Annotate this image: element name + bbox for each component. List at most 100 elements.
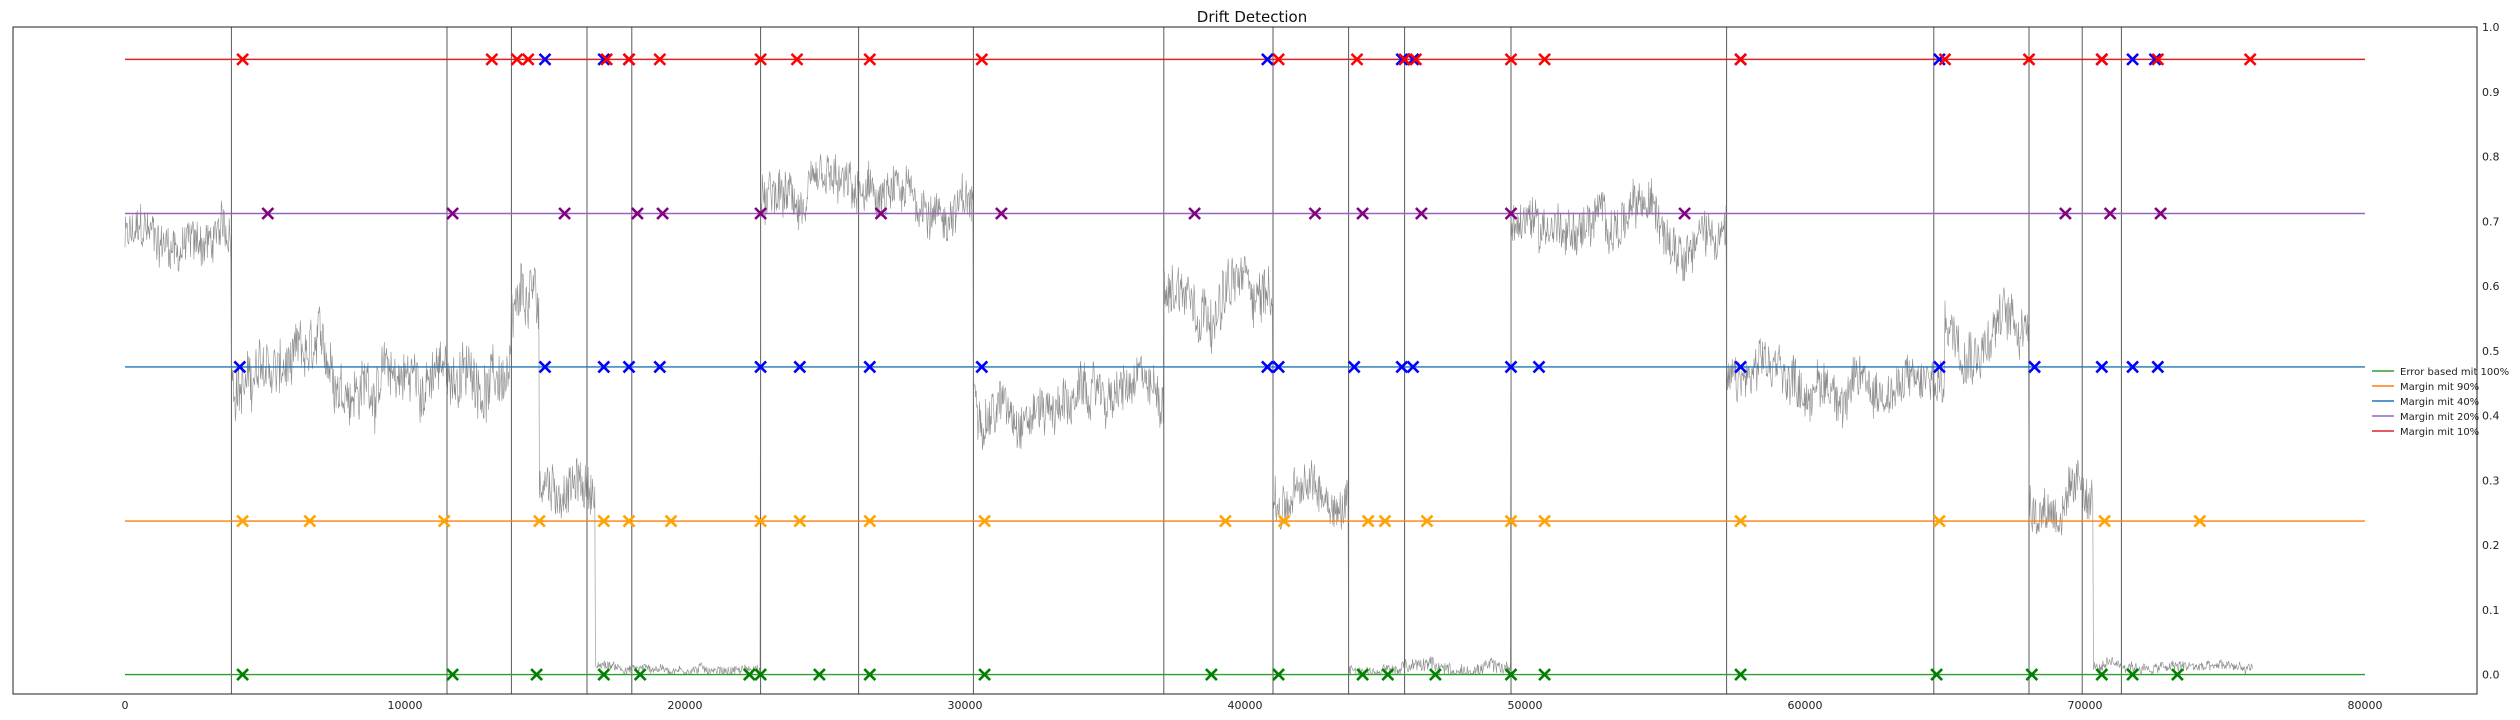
marker-3-3 — [630, 207, 644, 220]
marker-2-15 — [1532, 360, 1546, 374]
marker-2-11 — [1347, 360, 1361, 374]
series-lines — [125, 58, 2365, 676]
marker-0-1 — [446, 668, 460, 681]
marker-0-19 — [2025, 668, 2039, 681]
marker-0-14 — [1428, 668, 1442, 681]
marker-3-13 — [1678, 207, 1692, 220]
marker-4-21 — [2151, 52, 2165, 66]
marker-3-7 — [994, 207, 1008, 220]
marker-0-3 — [597, 668, 611, 681]
marker-2-19 — [2095, 360, 2109, 374]
marker-1-17 — [1538, 514, 1552, 528]
x-tick-label-0: 0 — [122, 699, 129, 712]
marker-0-9 — [978, 668, 992, 681]
marker-3-15 — [2103, 207, 2117, 220]
marker-0-22 — [2170, 668, 2184, 681]
marker-0-8 — [863, 668, 877, 681]
x-tick-label-1: 10000 — [388, 699, 423, 712]
marker-4-12 — [1350, 52, 1364, 66]
marker-1-13 — [1361, 514, 1375, 528]
chart-title: Drift Detection — [1197, 8, 1307, 26]
marker-1-10 — [978, 514, 992, 528]
marker-4-15 — [1504, 52, 1518, 66]
marker-4-5 — [622, 52, 636, 66]
marker-1-14 — [1378, 514, 1392, 528]
y-tick-label-0: 0.0 — [2482, 669, 2500, 682]
marker-4-b9 — [2126, 52, 2140, 66]
marker-3-12 — [1504, 207, 1518, 220]
marker-4-17 — [1734, 52, 1748, 66]
marker-2-14 — [1504, 360, 1518, 374]
x-tick-label-6: 60000 — [1788, 699, 1823, 712]
marker-1-20 — [2098, 514, 2112, 528]
marker-2-13 — [1406, 360, 1420, 374]
x-tick-label-8: 80000 — [2348, 699, 2383, 712]
marker-3-14 — [2058, 207, 2072, 220]
y-tick-label-5: 0.5 — [2482, 345, 2500, 358]
marker-1-2 — [437, 514, 451, 528]
legend-label-2: Margin mit 40% — [2400, 397, 2479, 408]
plot-frame — [12, 26, 2478, 695]
x-tick-label-5: 50000 — [1508, 699, 1543, 712]
marker-4-19 — [2022, 52, 2036, 66]
marker-4-1 — [485, 52, 499, 66]
marker-4-3 — [521, 52, 535, 66]
signal-path — [124, 154, 2253, 676]
marker-4-11 — [1272, 52, 1286, 66]
marker-1-5 — [622, 514, 636, 528]
marker-4-b4 — [1395, 52, 1409, 66]
x-tick-label-2: 20000 — [668, 699, 703, 712]
marker-0-5 — [742, 668, 756, 681]
marker-1-12 — [1277, 514, 1291, 528]
marker-1-3 — [532, 514, 546, 528]
y-axis: 0.0 0.1 0.2 0.3 0.4 0.5 0.6 0.7 0.8 0.9 1.0 — [2482, 21, 2500, 682]
marker-2-0 — [233, 360, 247, 374]
y-tick-label-2: 0.2 — [2482, 539, 2500, 552]
marker-2-5 — [754, 360, 768, 374]
marker-4-16 — [1538, 52, 1552, 66]
marker-0-12 — [1356, 668, 1370, 681]
marker-0-16 — [1538, 668, 1552, 681]
marker-1-4 — [597, 514, 611, 528]
legend-label-0: Error based mit 100% — [2400, 367, 2509, 378]
marker-0-0 — [236, 668, 250, 681]
marker-4-6 — [653, 52, 667, 66]
marker-4-9 — [863, 52, 877, 66]
marker-4-18 — [1938, 52, 1952, 66]
y-tick-label-1: 0.1 — [2482, 604, 2500, 617]
marker-0-4 — [633, 668, 647, 681]
marker-3-16 — [2154, 207, 2168, 220]
marker-3-2 — [558, 207, 572, 220]
marker-1-6 — [664, 514, 678, 528]
x-axis: 0 10000 20000 30000 40000 50000 60000 70000 8000… — [122, 699, 2383, 712]
marker-1-1 — [303, 514, 317, 528]
legend: Error based mit 100% Margin mit 90% Margin… — [2372, 367, 2509, 438]
marker-2-7 — [863, 360, 877, 374]
marker-2-20 — [2126, 360, 2140, 374]
marker-2-9 — [1260, 360, 1274, 374]
marker-4-b1 — [597, 52, 611, 66]
marker-2-1 — [538, 360, 552, 374]
marker-4-b3 — [1260, 52, 1274, 66]
marker-0-17 — [1734, 668, 1748, 681]
marker-1-9 — [863, 514, 877, 528]
marker-1-0 — [236, 514, 250, 528]
marker-4-4 — [600, 52, 614, 66]
marker-4-b0 — [538, 52, 552, 66]
y-tick-label-3: 0.3 — [2482, 474, 2500, 487]
marker-2-8 — [975, 360, 989, 374]
marker-1-16 — [1504, 514, 1518, 528]
marker-0-21 — [2126, 668, 2140, 681]
marker-3-8 — [1188, 207, 1202, 220]
y-tick-label-6: 0.6 — [2482, 280, 2500, 293]
legend-label-4: Margin mit 10% — [2400, 427, 2479, 438]
detection-markers — [233, 52, 2257, 681]
marker-3-9 — [1308, 207, 1322, 220]
marker-2-6 — [793, 360, 807, 374]
marker-0-2 — [530, 668, 544, 681]
marker-4-2 — [510, 52, 524, 66]
marker-0-7 — [812, 668, 826, 681]
y-tick-label-10: 1.0 — [2482, 21, 2500, 34]
